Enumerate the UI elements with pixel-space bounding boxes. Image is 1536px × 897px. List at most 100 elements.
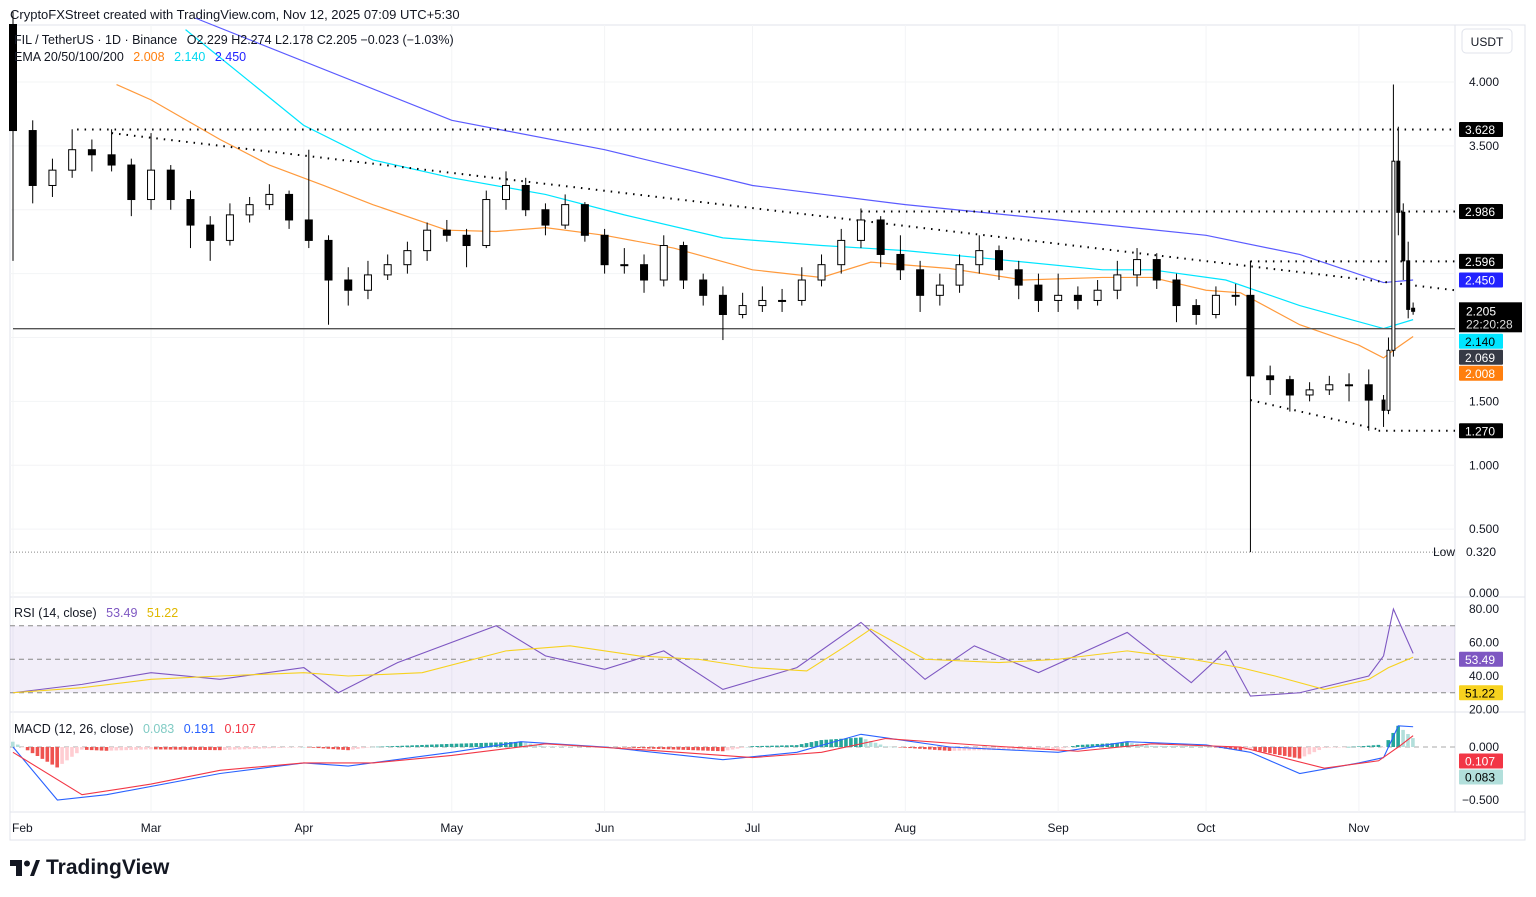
macd-histogram-bar (834, 739, 838, 747)
macd-histogram-bar (1401, 729, 1405, 747)
macd-histogram-bar (523, 742, 528, 747)
macd-histogram-bar (361, 747, 365, 749)
macd-histogram-bar (932, 747, 937, 750)
ema-legend[interactable]: EMA 20/50/100/200 2.008 2.140 2.450 (14, 50, 252, 64)
candle (955, 254, 964, 293)
macd-histogram-bar (1396, 725, 1400, 747)
macd-histogram-bar (316, 747, 321, 749)
macd-histogram-bar (168, 747, 173, 750)
macd-histogram-bar (242, 747, 247, 750)
macd-histogram-bar (642, 747, 646, 749)
candle (1401, 203, 1406, 281)
y-tick-label: 0.000 (1469, 586, 1499, 600)
macd-signal-value: 0.107 (224, 722, 256, 736)
candle-body (324, 239, 333, 281)
symbol-legend[interactable]: FIL / TetherUS · 1D · Binance O2.229 H2.… (14, 33, 460, 47)
macd-histogram-bar (1174, 745, 1179, 747)
macd-histogram-bar (686, 747, 691, 751)
candle-body (738, 305, 747, 316)
candle-body (975, 250, 984, 266)
macd-histogram-bar (1287, 747, 1292, 757)
macd-histogram-bar (469, 743, 474, 747)
rsi-value: 53.49 (106, 606, 138, 620)
macd-histogram-bar (908, 747, 912, 749)
candle-body (935, 284, 944, 296)
macd-histogram-bar (671, 747, 676, 750)
macd-histogram-bar (203, 747, 207, 750)
candle (1406, 241, 1411, 319)
macd-histogram-bar (173, 747, 178, 750)
macd-histogram-bar (765, 745, 769, 747)
macd-histogram-bar (99, 747, 104, 751)
macd-histogram-bar (1411, 738, 1415, 747)
candle (206, 216, 215, 261)
macd-histogram-bar (321, 747, 326, 749)
candle (758, 286, 767, 312)
macd-histogram-bar (272, 747, 276, 749)
macd-histogram-bar (380, 746, 385, 748)
x-tick-label: Aug (895, 821, 916, 835)
candle (304, 149, 313, 249)
candle-body (797, 279, 806, 301)
ema-price-tag: 2.450 (1465, 274, 1495, 288)
rsi-legend[interactable]: RSI (14, close) 53.49 51.22 (14, 606, 184, 620)
candle-body (758, 299, 767, 307)
macd-histogram-bar (715, 747, 720, 752)
x-tick-label: Mar (141, 821, 162, 835)
macd-histogram-bar (444, 744, 449, 747)
macd-histogram-bar (775, 745, 779, 747)
macd-histogram-bar (390, 746, 395, 747)
macd-histogram-bar (1327, 747, 1331, 748)
candle-body (995, 250, 1003, 271)
macd-histogram-bar (405, 745, 409, 747)
macd-histogram-bar (311, 747, 316, 748)
candle-body (541, 209, 550, 226)
macd-histogram-bar (1070, 746, 1075, 747)
macd-histogram-bar (927, 747, 932, 750)
candle-body (48, 169, 57, 186)
level-tag-bg (1459, 122, 1503, 138)
candle (699, 273, 708, 306)
candle (1386, 337, 1391, 415)
candle (1054, 273, 1063, 312)
candle-body (620, 264, 629, 267)
candle (363, 260, 372, 300)
macd-histogram-bar (1056, 747, 1060, 750)
macd-histogram-bar (1164, 745, 1169, 747)
macd-histogram-bar (839, 738, 843, 747)
tradingview-logo[interactable]: TradingView (10, 856, 169, 880)
level-tag: 1.270 (1465, 424, 1495, 438)
candle-body (383, 264, 392, 276)
macd-legend[interactable]: MACD (12, 26, close) 0.083 0.191 0.107 (14, 722, 262, 736)
macd-histogram-bar (1199, 746, 1203, 747)
macd-histogram-bar (691, 747, 695, 751)
macd-histogram-bar (651, 747, 656, 749)
macd-histogram-bar (888, 746, 893, 748)
macd-histogram-bar (809, 742, 814, 747)
macd-histogram-bar (410, 745, 414, 747)
macd-histogram-bar (1292, 747, 1297, 758)
macd-hist-tag-bg (1459, 769, 1503, 785)
macd-histogram-bar (232, 747, 237, 750)
macd-histogram-bar (1189, 746, 1193, 747)
macd-histogram-bar (420, 744, 424, 747)
brand-name: TradingView (46, 856, 170, 879)
rsi-ma-value: 51.22 (146, 606, 179, 620)
candle-body (107, 154, 116, 166)
candle-body (1391, 160, 1396, 351)
candle (1034, 273, 1043, 312)
macd-histogram-bar (508, 742, 513, 747)
candle (1093, 280, 1102, 306)
macd-histogram-bar (15, 744, 20, 747)
macd-histogram-bar (883, 746, 888, 747)
level-tag: 2.069 (1465, 351, 1495, 365)
macd-histogram-bar (454, 743, 459, 747)
candle (225, 203, 234, 246)
candle-body (147, 169, 156, 201)
ema-price-tag-bg (1459, 272, 1503, 288)
macd-histogram-bar (1169, 745, 1174, 747)
candle (9, 11, 17, 261)
candle (1391, 84, 1396, 357)
candle (344, 267, 353, 306)
